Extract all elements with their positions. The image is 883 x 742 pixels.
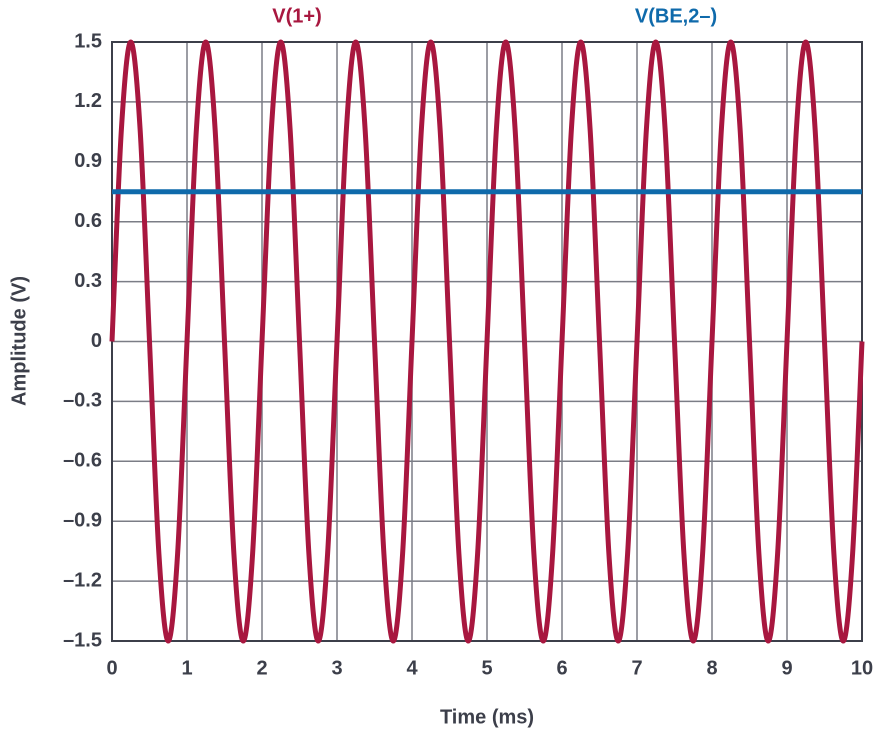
y-tick-label: 1.2 — [74, 90, 102, 112]
y-axis-label: Amplitude (V) — [8, 276, 30, 406]
legend-label: V(1+) — [272, 5, 321, 27]
y-tick-label: 0.9 — [74, 150, 102, 172]
x-tick-label: 10 — [851, 657, 873, 679]
x-tick-label: 5 — [481, 657, 492, 679]
x-tick-label: 0 — [106, 657, 117, 679]
y-tick-label: 1.5 — [74, 30, 102, 52]
series-line — [109, 39, 865, 644]
x-tick-label: 8 — [706, 657, 717, 679]
y-tick-label: –1.5 — [63, 629, 102, 651]
x-tick-label: 1 — [181, 657, 192, 679]
y-tick-label: –0.3 — [63, 390, 102, 412]
x-tick-label: 3 — [331, 657, 342, 679]
x-tick-label: 9 — [781, 657, 792, 679]
x-tick-label: 2 — [256, 657, 267, 679]
y-tick-label: –0.6 — [63, 450, 102, 472]
x-tick-label: 6 — [556, 657, 567, 679]
x-axis-label: Time (ms) — [440, 706, 534, 728]
y-tick-label: 0.6 — [74, 210, 102, 232]
y-tick-label: –1.2 — [63, 569, 102, 591]
y-tick-label: 0.3 — [74, 270, 102, 292]
y-tick-label: –0.9 — [63, 509, 102, 531]
x-tick-label: 4 — [406, 657, 418, 679]
x-tick-label: 7 — [631, 657, 642, 679]
legend-label: V(BE,2–) — [635, 5, 717, 27]
y-tick-label: 0 — [91, 330, 102, 352]
